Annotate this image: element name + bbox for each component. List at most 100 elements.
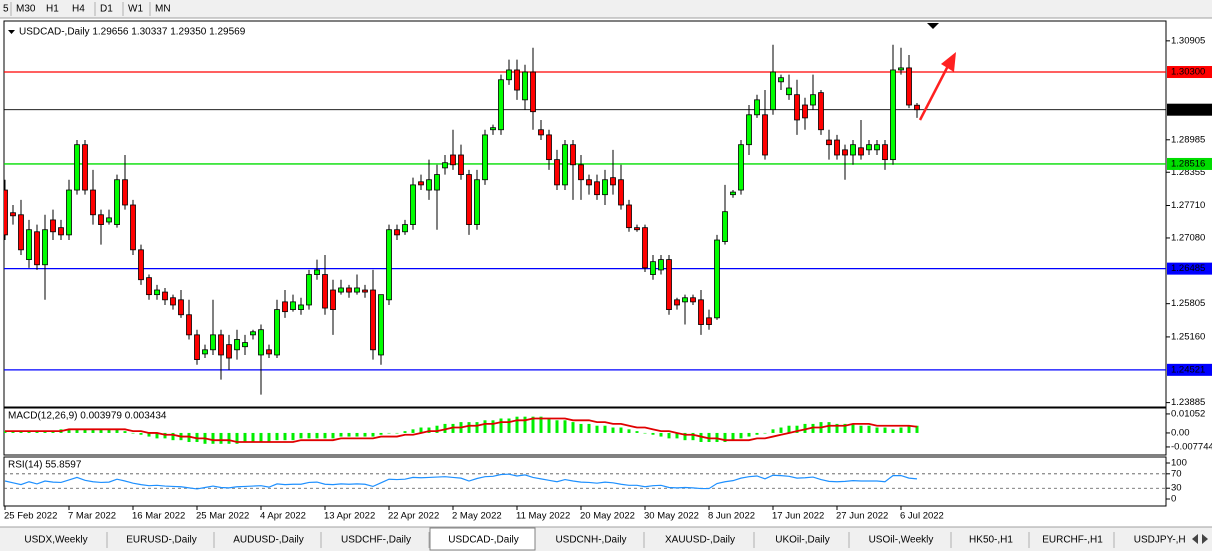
tab-label[interactable]: XAUUSD-,Daily	[665, 535, 735, 546]
macd-bar	[83, 429, 87, 433]
candle-body	[338, 287, 344, 293]
candle-body	[666, 259, 672, 310]
candle-body	[658, 259, 664, 271]
tab[interactable]	[108, 530, 213, 550]
tab-label[interactable]: USDX,Weekly	[24, 535, 87, 546]
tab-label[interactable]: USDCAD-,Daily	[448, 535, 519, 546]
timeframe-button[interactable]: H4	[72, 4, 85, 15]
tab-label[interactable]: USOil-,Weekly	[869, 535, 934, 546]
macd-bar	[139, 432, 143, 435]
macd-bar	[683, 432, 687, 441]
level-label-box	[1167, 66, 1212, 79]
candle-body	[594, 181, 600, 196]
candle-body	[794, 94, 800, 121]
tab-label[interactable]: EURCHF-,H1	[1042, 535, 1103, 546]
tab-label[interactable]: USDCHF-,Daily	[341, 535, 411, 546]
macd-bar	[491, 420, 495, 433]
candle-body	[210, 334, 216, 351]
macd-bar	[75, 429, 79, 433]
candle-body	[514, 69, 520, 91]
candle-body	[754, 99, 760, 116]
candle-body	[194, 334, 200, 360]
macd-bar	[843, 423, 847, 433]
candle-body	[426, 179, 432, 191]
tab[interactable]	[645, 530, 753, 550]
tab[interactable]	[755, 530, 848, 550]
tab-scroll-left[interactable]	[1192, 534, 1198, 544]
tab[interactable]	[952, 530, 1028, 550]
macd-bar	[571, 422, 575, 433]
candle-body	[242, 342, 248, 348]
macd-bar	[667, 432, 671, 439]
timeframe-button[interactable]: H1	[46, 4, 59, 15]
tab[interactable]	[1030, 530, 1113, 550]
rsi-title: RSI(14) 55.8597	[8, 460, 82, 471]
symbol-menu-triangle[interactable]	[8, 30, 15, 34]
tab[interactable]	[850, 530, 950, 550]
active-tab[interactable]	[429, 527, 536, 551]
tab-label[interactable]: UKOil-,Daily	[775, 535, 829, 546]
candle-body	[442, 162, 448, 169]
tab-label[interactable]: HK50-,H1	[969, 535, 1013, 546]
macd-plot	[4, 416, 919, 444]
candle-body	[218, 334, 224, 356]
tab[interactable]	[1115, 530, 1208, 550]
macd-bar	[827, 422, 831, 433]
shift-marker	[927, 23, 939, 29]
level-label-box	[1167, 363, 1212, 376]
candle-body	[386, 229, 392, 301]
tab[interactable]	[322, 530, 428, 550]
tab-label[interactable]: AUDUSD-,Daily	[233, 535, 304, 546]
candle-body	[858, 147, 864, 156]
toolbar	[0, 0, 1212, 18]
candle-body	[730, 191, 736, 196]
timeframe-button[interactable]: MN	[155, 4, 171, 15]
axes: 1.30905 1.28985 1.28355 1.27710 1.27080 1.258…	[4, 35, 1212, 522]
y-tick-label: 70	[1171, 468, 1182, 479]
macd-bar	[499, 418, 503, 433]
macd-bar	[91, 429, 95, 433]
y-tick-label: 0.00	[1171, 427, 1190, 438]
candle-body	[554, 159, 560, 186]
macd-bar	[739, 432, 743, 439]
chart-title: USDCAD-,Daily 1.29656 1.30337 1.29350 1.…	[19, 27, 246, 38]
macd-bar	[11, 431, 15, 433]
rsi-plot	[4, 473, 1166, 490]
macd-bar	[283, 432, 287, 441]
tab[interactable]	[215, 530, 320, 550]
y-tick-label: 1.30905	[1171, 35, 1205, 46]
candle-body	[394, 229, 400, 236]
timeframe-button[interactable]: M30	[16, 4, 36, 15]
timeframe-button[interactable]: 5	[3, 4, 9, 15]
candle-body	[498, 79, 504, 131]
candle-body	[138, 249, 144, 281]
macd-bar	[643, 432, 647, 434]
tab-scroll-right[interactable]	[1202, 534, 1208, 544]
macd-bar	[659, 432, 663, 437]
level-label-box	[1167, 103, 1212, 116]
timeframe-button[interactable]: W1	[128, 4, 143, 15]
x-tick-label: 4 Apr 2022	[260, 511, 306, 522]
timeframe-button[interactable]: D1	[100, 4, 113, 15]
macd-bar	[355, 432, 359, 437]
arrow-annotation	[918, 52, 956, 121]
candle-body	[154, 289, 160, 296]
candle-body	[778, 77, 784, 83]
candle-body	[34, 231, 40, 266]
candle-body	[74, 144, 80, 191]
candle-body	[466, 174, 472, 225]
candle-body	[546, 134, 552, 161]
tab[interactable]	[4, 530, 106, 550]
tab[interactable]	[537, 530, 643, 550]
candle-body	[578, 164, 584, 181]
tab-label[interactable]: USDJPY-,H1	[1134, 535, 1192, 546]
candle-body	[674, 299, 680, 306]
tab-label[interactable]: USDCNH-,Daily	[555, 535, 626, 546]
macd-bar	[859, 425, 863, 433]
macd-bar	[411, 429, 415, 433]
tab-label[interactable]: EURUSD-,Daily	[126, 535, 197, 546]
macd-bar	[475, 422, 479, 433]
macd-bar	[907, 425, 911, 433]
